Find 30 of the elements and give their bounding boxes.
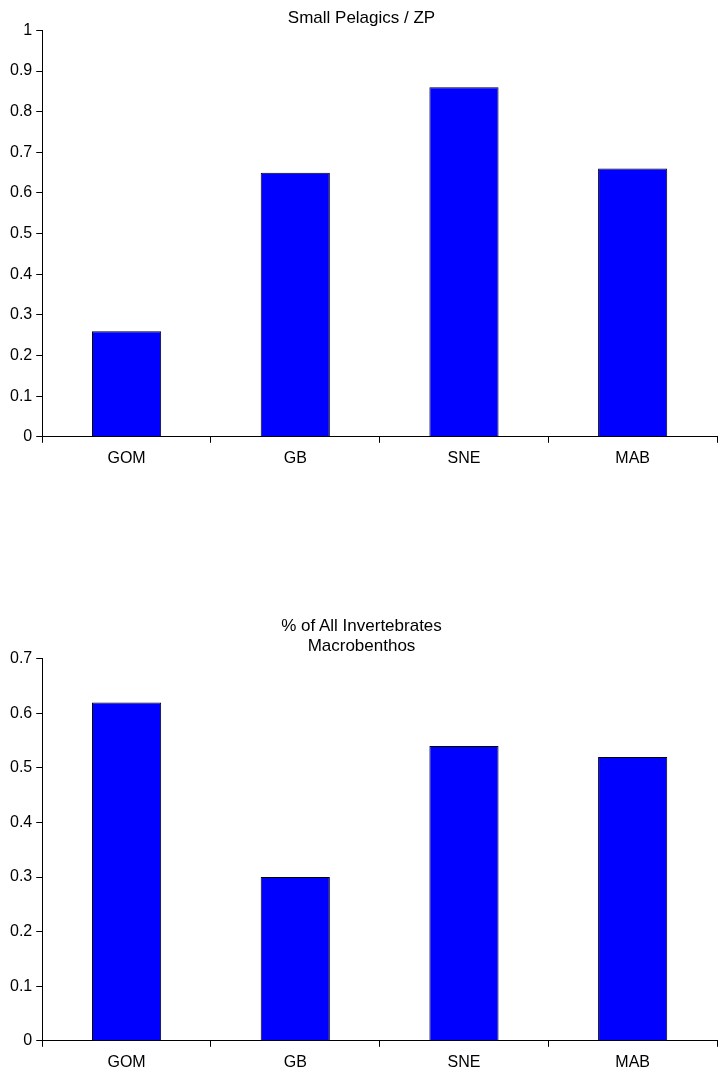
x-tick-label: GB — [283, 1052, 307, 1070]
y-tick-label: 0.1 — [9, 976, 33, 994]
x-tick-label: SNE — [447, 1052, 481, 1070]
y-tick-label: 0.2 — [9, 922, 33, 940]
y-tick-label: 0.8 — [9, 102, 33, 120]
y-tick-label: 0 — [23, 427, 33, 445]
x-tick-label: MAB — [615, 1052, 650, 1070]
y-tick-label: 0.4 — [9, 812, 33, 830]
x-tick-label: GB — [283, 448, 307, 466]
y-tick-label: 0.3 — [9, 305, 33, 323]
y-tick-label: 0.7 — [9, 142, 33, 160]
y-tick-label: 0.5 — [9, 758, 33, 776]
y-tick-label: 0.6 — [9, 703, 33, 721]
chart-title: % of All Invertebrates — [281, 615, 442, 635]
y-tick-label: 0.6 — [9, 183, 33, 201]
x-tick-label: GOM — [107, 1052, 146, 1070]
y-tick-label: 0.1 — [9, 386, 33, 404]
chart-title: Small Pelagics / ZP — [287, 7, 436, 27]
y-tick-label: 0.5 — [9, 224, 33, 242]
y-tick-label: 0.2 — [9, 345, 33, 363]
y-tick-label: 0.9 — [9, 61, 33, 79]
y-tick-label: 0.7 — [9, 649, 33, 667]
x-tick-label: GOM — [107, 448, 146, 466]
y-tick-label: 1 — [23, 20, 33, 38]
chart-subtitle: Macrobenthos — [307, 636, 416, 656]
x-tick-label: MAB — [615, 448, 650, 466]
x-tick-label: SNE — [447, 448, 481, 466]
y-tick-label: 0 — [23, 1031, 33, 1049]
y-tick-label: 0.4 — [9, 264, 33, 282]
y-tick-label: 0.3 — [9, 867, 33, 885]
